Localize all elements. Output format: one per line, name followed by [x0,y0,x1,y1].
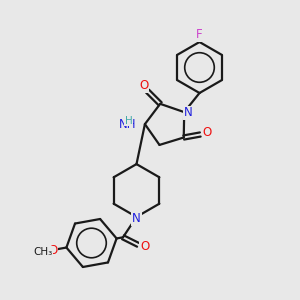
Text: O: O [140,240,149,253]
Text: O: O [140,79,148,92]
Text: CH₃: CH₃ [33,247,52,257]
Text: F: F [196,28,203,41]
Text: O: O [48,244,57,256]
Text: NH: NH [119,118,137,131]
Text: N: N [184,106,193,119]
Text: N: N [132,212,141,225]
Text: H: H [124,116,132,125]
Text: O: O [202,127,212,140]
